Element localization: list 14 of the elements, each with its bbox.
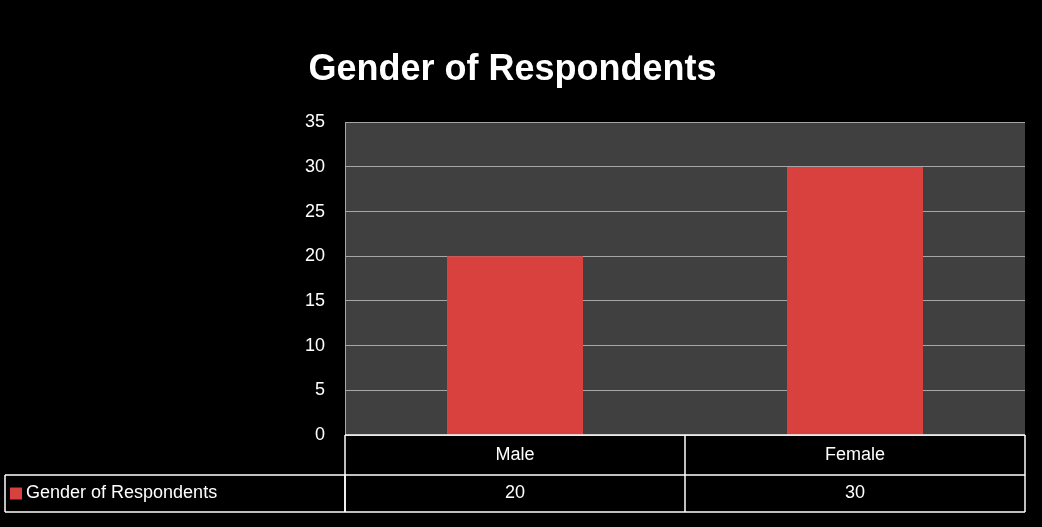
y-tick-label: 15 <box>304 289 325 310</box>
chart-title: Gender of Respondents <box>308 46 717 88</box>
y-tick-label: 5 <box>314 379 325 400</box>
y-tick-label: 10 <box>304 334 325 355</box>
x-tick-label: Male <box>495 443 535 464</box>
y-tick-label: 25 <box>304 200 325 221</box>
legend-label: Gender of Respondents <box>26 482 218 503</box>
data-label: 30 <box>844 482 866 503</box>
y-tick-label: 30 <box>304 155 325 176</box>
y-tick-label: 20 <box>304 245 325 266</box>
y-tick-label: 35 <box>304 111 325 132</box>
data-label: 20 <box>504 482 526 503</box>
x-tick-label: Female <box>824 443 886 464</box>
y-tick-label: 0 <box>314 423 325 444</box>
